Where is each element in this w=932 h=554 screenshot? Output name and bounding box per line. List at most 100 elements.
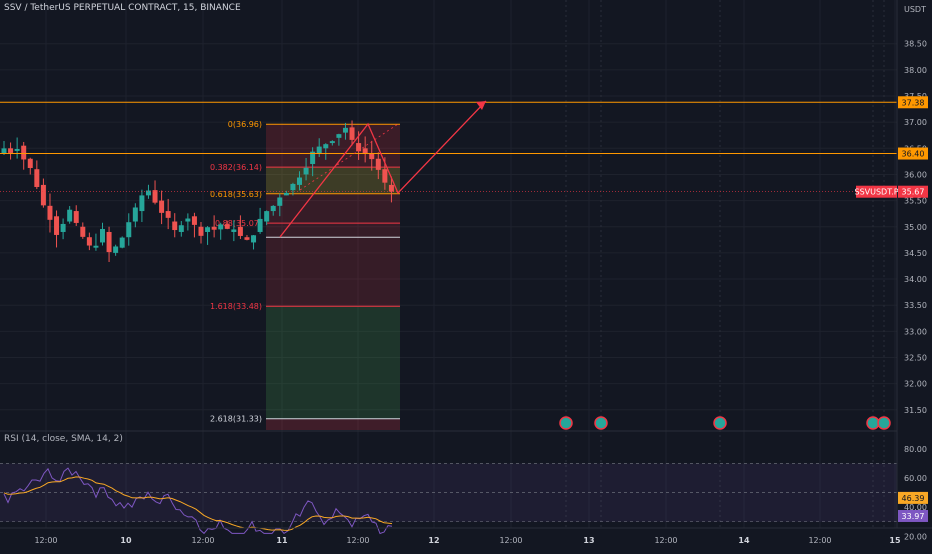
candle-down xyxy=(47,205,53,220)
candle-down xyxy=(8,148,14,153)
economic-event-icon[interactable] xyxy=(559,416,573,430)
price-tag[interactable]: SSVUSDT.P xyxy=(854,188,898,197)
candle-up xyxy=(251,235,257,243)
rsi-tag[interactable]: 33.97 xyxy=(902,512,925,521)
price-tick: 38.00 xyxy=(904,66,927,75)
time-tick: 12:00 xyxy=(346,536,369,545)
price-tick: 31.50 xyxy=(904,406,927,415)
candle-up xyxy=(93,245,99,248)
candle-up xyxy=(139,195,145,212)
economic-event-icon[interactable] xyxy=(594,416,608,430)
price-tick: 32.50 xyxy=(904,354,927,363)
candle-up xyxy=(178,225,184,232)
candle-up xyxy=(231,229,237,232)
candle-down xyxy=(362,148,368,154)
candle-up xyxy=(310,151,316,164)
fib-label: 0(36.96) xyxy=(228,120,262,129)
candle-up xyxy=(329,141,335,144)
candle-down xyxy=(375,158,381,170)
candle-up xyxy=(132,207,138,222)
rsi-legend[interactable]: RSI (14, close, SMA, 14, 2) xyxy=(4,434,123,444)
candle-down xyxy=(388,184,394,192)
fib-label: 0.618(35.63) xyxy=(210,190,262,199)
candle-down xyxy=(152,190,158,203)
candle-up xyxy=(60,223,66,232)
candle-down xyxy=(349,127,355,140)
rsi-tag-bg xyxy=(898,491,928,504)
arrow-head xyxy=(476,101,486,110)
time-tick: 14 xyxy=(738,536,750,545)
candle-down xyxy=(172,221,178,231)
candle-down xyxy=(382,169,388,183)
economic-event-icon[interactable] xyxy=(866,416,880,430)
candle-up xyxy=(67,209,73,222)
economic-event-icon[interactable] xyxy=(713,416,727,430)
price-tag-bg xyxy=(898,185,928,198)
candle-up xyxy=(113,246,119,253)
rsi-line[interactable] xyxy=(3,467,393,535)
candle-down xyxy=(80,226,86,237)
economic-event-icon[interactable] xyxy=(877,416,891,430)
candle-down xyxy=(159,200,165,213)
rsi-tick: 60.00 xyxy=(904,474,927,483)
time-tick: 11 xyxy=(276,536,288,545)
candle-down xyxy=(21,145,27,160)
price-tag-bg xyxy=(898,96,928,109)
rsi-tag-bg xyxy=(898,509,928,522)
candle-up xyxy=(336,134,342,138)
candle-down xyxy=(40,184,46,206)
price-tag[interactable]: 37.38 xyxy=(902,98,925,107)
drawings xyxy=(0,100,897,238)
symbol-title[interactable]: SSV / TetherUS PERPETUAL CONTRACT, 15, B… xyxy=(4,3,241,13)
rsi-sma-line[interactable] xyxy=(3,476,393,531)
candle-down xyxy=(54,216,60,235)
rsi-tick: 40.00 xyxy=(904,503,927,512)
fib-label: 0.88(35.07) xyxy=(215,219,262,228)
fib-label: 2.618(31.33) xyxy=(210,415,262,424)
fib-label: 0.382(36.14) xyxy=(210,163,262,172)
rsi-tick: 20.00 xyxy=(904,532,927,541)
candle-down xyxy=(356,143,362,152)
rsi-pane xyxy=(0,430,897,535)
candle-down xyxy=(237,226,243,236)
fib-zone-1618-2618 xyxy=(266,306,400,419)
candle-down xyxy=(369,153,375,160)
time-tick: 12:00 xyxy=(34,536,57,545)
candle-up xyxy=(342,127,348,133)
candle-up xyxy=(303,167,309,175)
candle-up xyxy=(205,227,211,232)
price-tag[interactable]: 35.67 xyxy=(902,188,925,197)
candlesticks xyxy=(1,120,394,263)
rsi-band xyxy=(0,463,897,522)
price-tick: 35.00 xyxy=(904,223,927,232)
time-tick: 12:00 xyxy=(808,536,831,545)
fib-zone-below xyxy=(266,418,400,430)
time-tick: 12 xyxy=(428,536,439,545)
candle-up xyxy=(126,222,132,238)
price-tick: 35.50 xyxy=(904,197,927,206)
candle-up xyxy=(100,228,105,243)
candle-up xyxy=(297,177,302,185)
candle-up xyxy=(277,197,283,206)
price-tag[interactable]: 36.40 xyxy=(902,150,925,159)
candle-down xyxy=(165,211,171,218)
candle-up xyxy=(264,211,270,222)
price-tick: 34.00 xyxy=(904,275,927,284)
candle-down xyxy=(27,158,33,168)
price-tick: 36.00 xyxy=(904,170,927,179)
rsi-tag[interactable]: 46.39 xyxy=(902,494,925,503)
fib-zone-0618-1618 xyxy=(266,193,400,307)
projection-path[interactable] xyxy=(279,100,487,238)
candle-up xyxy=(145,190,151,196)
candle-down xyxy=(73,211,79,223)
candle-up xyxy=(119,237,125,248)
price-tick: 33.00 xyxy=(904,327,927,336)
price-tick: 33.50 xyxy=(904,301,927,310)
currency-label: USDT xyxy=(904,5,926,14)
time-tick: 12:00 xyxy=(499,536,522,545)
candle-up xyxy=(290,183,296,191)
candle-up xyxy=(185,218,191,222)
